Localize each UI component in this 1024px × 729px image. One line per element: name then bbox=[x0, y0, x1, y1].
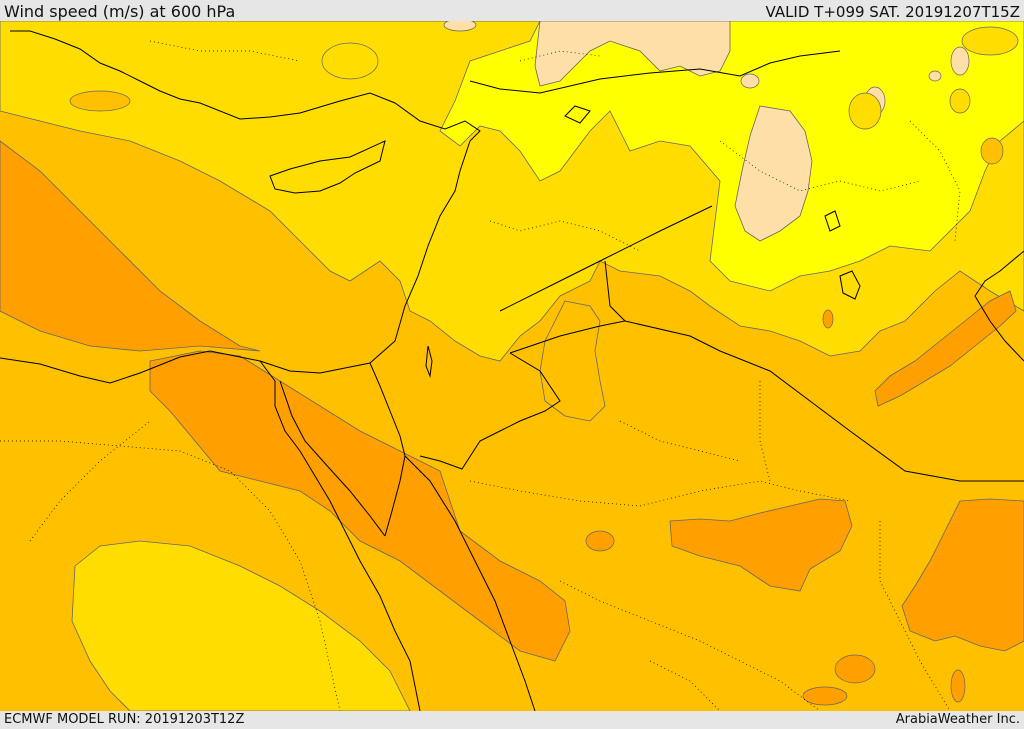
orange-patch-4 bbox=[950, 669, 966, 703]
orange-zone-mediterranean bbox=[0, 140, 261, 352]
coastline-arabia-redsea bbox=[404, 455, 536, 711]
orange-patch-5 bbox=[822, 309, 834, 329]
gold-zone-southwest bbox=[71, 540, 411, 711]
border-egypt-israel bbox=[369, 362, 406, 457]
gold-patch-iran bbox=[848, 92, 882, 130]
valid-time: VALID T+099 SAT. 20191207T15Z bbox=[765, 3, 1020, 21]
cream-zone-iraq bbox=[734, 105, 813, 242]
model-run-label: ECMWF MODEL RUN: 20191203T12Z bbox=[4, 712, 245, 727]
coastline-persian-gulf bbox=[974, 250, 1024, 362]
cream-zone-north bbox=[534, 21, 731, 87]
credit-label: ArabiaWeather Inc. bbox=[895, 712, 1020, 727]
cream-patch-2 bbox=[950, 46, 970, 76]
border-iraq-saudi bbox=[499, 205, 713, 312]
coastline-gulf-of-aqaba bbox=[384, 455, 406, 537]
orange-patch-1 bbox=[585, 530, 615, 552]
admin-boundaries bbox=[0, 40, 961, 711]
gold-patch-anatolia bbox=[321, 42, 379, 80]
orange-zone-gulf bbox=[874, 290, 1017, 407]
orange-zone-southeast bbox=[901, 498, 1024, 652]
gold-patch-iran-2 bbox=[949, 88, 971, 114]
coastline-cyprus bbox=[269, 140, 386, 194]
cream-patch-4 bbox=[443, 21, 477, 32]
coastline-lake-van bbox=[564, 105, 591, 124]
orange-patch-3 bbox=[802, 686, 848, 706]
wind-speed-map bbox=[0, 21, 1024, 711]
coastline-gulf-of-suez bbox=[279, 380, 386, 537]
coastline-lake-urmia bbox=[824, 210, 841, 232]
cream-patch-3 bbox=[740, 73, 760, 89]
header-bar: Wind speed (m/s) at 600 hPa VALID T+099 … bbox=[0, 0, 1024, 21]
map-title: Wind speed (m/s) at 600 hPa bbox=[4, 2, 236, 21]
coastline-sinai-west bbox=[259, 360, 421, 711]
amber-patch-west bbox=[69, 90, 131, 112]
footer-bar: ECMWF MODEL RUN: 20191203T12Z ArabiaWeat… bbox=[0, 711, 1024, 729]
orange-patch-2 bbox=[834, 654, 876, 684]
orange-zone-redsea bbox=[149, 350, 571, 662]
orange-zone-saudi-central bbox=[669, 498, 853, 592]
border-saudi-north bbox=[624, 320, 1024, 482]
coastline-dead-sea bbox=[425, 345, 433, 378]
border-jordan-saudi bbox=[509, 260, 627, 354]
coastlines bbox=[0, 30, 1024, 711]
coastline-turkey-north bbox=[469, 50, 841, 94]
cream-patch-5 bbox=[928, 70, 942, 82]
coastline-north-africa bbox=[0, 30, 481, 384]
amber-patch-iran bbox=[980, 137, 1004, 165]
gold-patch-east bbox=[961, 26, 1019, 56]
border-jordan-south bbox=[419, 352, 561, 470]
coastline-qatar bbox=[839, 270, 861, 300]
borders bbox=[369, 205, 1024, 482]
